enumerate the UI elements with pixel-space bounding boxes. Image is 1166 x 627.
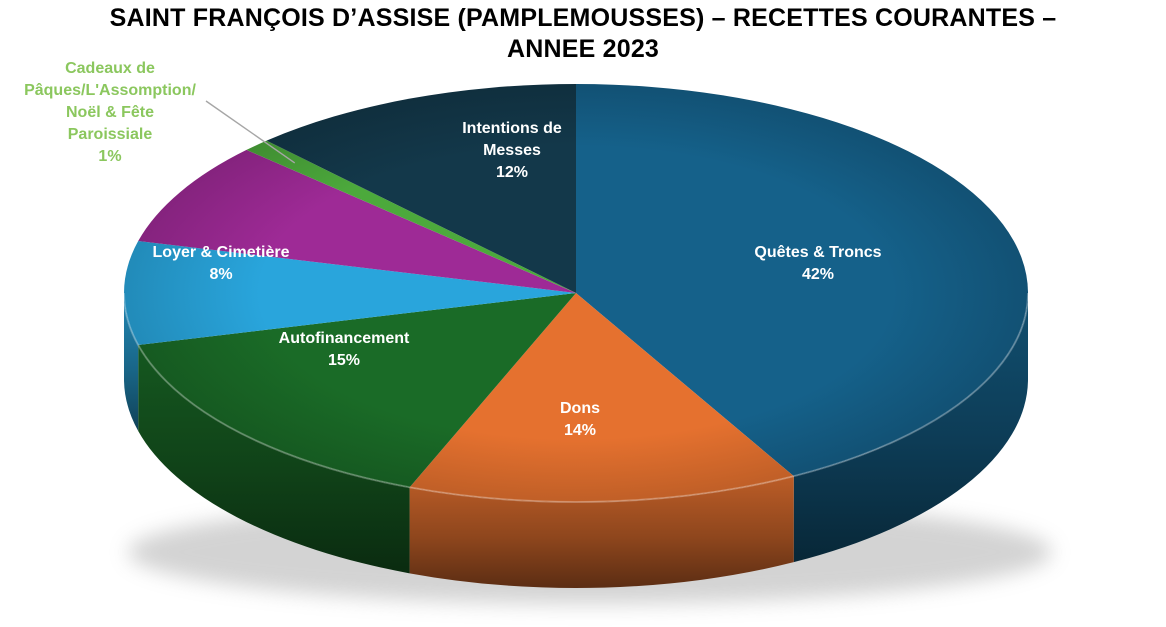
chart-title-line2: ANNEE 2023: [506, 35, 660, 63]
leader-line: [205, 100, 296, 164]
pie-slice-cadeaux-de-p-ques-l-assompti: [246, 140, 577, 293]
pie-slice-side-loyer-cimeti-re: [124, 293, 139, 431]
chart-title: SAINT FRANÇOIS D’ASSISE (PAMPLEMOUSSES) …: [0, 3, 1166, 65]
pie-slice-dons: [409, 293, 794, 503]
pie-slice-intentions-de-messes: [266, 84, 576, 293]
pie-slice-loyer-cimeti-re: [124, 241, 577, 345]
pie-slice-side-dons: [409, 476, 794, 589]
pie-slice-unlabeled: [138, 149, 576, 293]
pie-slice-side-autofinancement: [138, 344, 410, 574]
chart-title-line1: SAINT FRANÇOIS D’ASSISE (PAMPLEMOUSSES) …: [109, 4, 1057, 32]
pie-slice-autofinancement: [138, 293, 576, 488]
pie-slice-qu-tes-troncs: [576, 84, 1028, 477]
pie-slice-side-qu-tes-troncs: [793, 293, 1028, 563]
front-rim-highlight: [123, 292, 1029, 503]
